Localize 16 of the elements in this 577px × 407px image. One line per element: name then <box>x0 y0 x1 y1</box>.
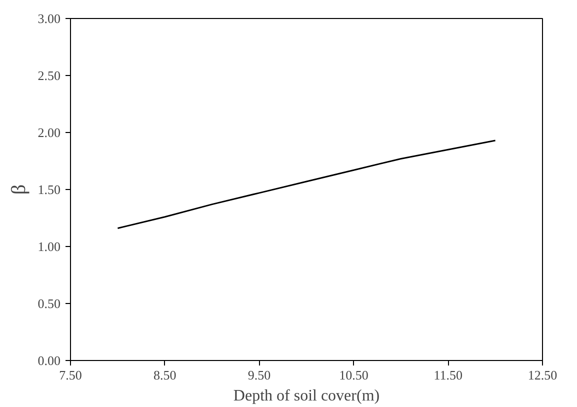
x-tick-label: 10.50 <box>339 368 368 382</box>
x-axis-title: Depth of soil cover(m) <box>233 388 380 404</box>
y-tick-label: 2.00 <box>38 125 60 140</box>
x-tick-label: 11.50 <box>434 368 462 382</box>
x-tick-label: 12.50 <box>528 368 558 382</box>
y-axis-title: β <box>8 184 30 195</box>
x-tick-label: 7.50 <box>59 368 82 382</box>
y-tick-label: 1.00 <box>38 239 60 254</box>
line-series <box>116 140 496 230</box>
y-tick-label: 0.50 <box>38 296 60 311</box>
y-tick-label: 3.00 <box>38 11 60 26</box>
x-tick-label: 8.50 <box>154 368 176 382</box>
x-tick-label: 9.50 <box>248 368 271 382</box>
y-tick-label: 2.50 <box>38 68 60 83</box>
y-tick-label: 0.00 <box>38 353 60 368</box>
y-tick-label: 1.50 <box>38 182 60 197</box>
